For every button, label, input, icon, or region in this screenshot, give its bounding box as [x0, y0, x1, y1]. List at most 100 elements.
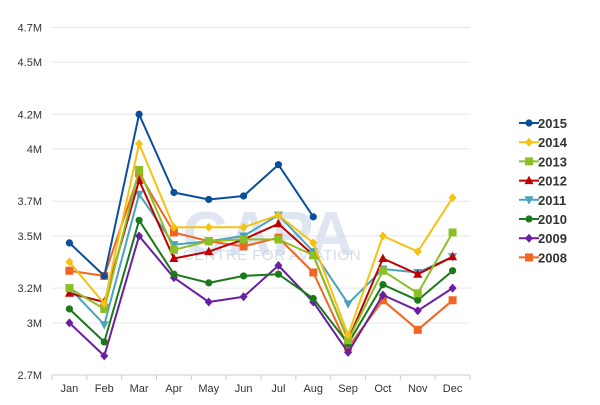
- data-point-2013: [274, 235, 283, 244]
- data-point-2015: [170, 188, 178, 197]
- data-point-2009: [448, 283, 457, 293]
- data-point-2015: [309, 213, 317, 221]
- data-point-2015: [65, 239, 74, 247]
- data-point-2013: [204, 237, 213, 246]
- x-tick-label: Jan: [61, 383, 79, 395]
- x-tick-label: Oct: [374, 383, 391, 395]
- data-point-2013: [378, 266, 387, 275]
- y-tick-label: 2.7M: [18, 370, 42, 382]
- data-point-2013: [100, 304, 109, 313]
- data-point-2013: [65, 284, 74, 293]
- legend-label: 2014: [538, 135, 568, 150]
- data-point-2010: [448, 267, 457, 275]
- data-point-2010: [309, 294, 317, 303]
- x-tick-label: Aug: [303, 383, 323, 395]
- data-point-2010: [239, 272, 248, 280]
- data-point-2013: [135, 165, 144, 174]
- legend-item-2013: 2013: [519, 154, 567, 169]
- y-tick-label: 3M: [27, 318, 42, 330]
- data-point-2013: [309, 251, 318, 260]
- x-tick-label: Mar: [130, 383, 149, 395]
- legend-item-2015: 2015: [519, 116, 567, 131]
- data-point-2012: [204, 246, 214, 256]
- data-point-2011: [343, 300, 353, 309]
- data-point-2014: [413, 247, 422, 257]
- data-point-2009: [100, 351, 109, 361]
- y-tick-label: 4.7M: [18, 22, 42, 34]
- data-point-2013: [169, 245, 178, 254]
- legend-item-2012: 2012: [519, 174, 567, 189]
- legend-marker: [524, 175, 534, 185]
- data-point-2010: [379, 281, 387, 289]
- legend-label: 2011: [538, 193, 566, 208]
- legend-label: 2013: [538, 154, 567, 169]
- data-point-2009: [274, 261, 283, 270]
- y-tick-label: 3.5M: [18, 231, 42, 243]
- series-line-2010: [68, 219, 454, 345]
- data-point-2008: [169, 228, 178, 237]
- data-point-2015: [239, 192, 248, 200]
- x-tick-label: Dec: [443, 383, 463, 395]
- data-point-2014: [100, 299, 109, 309]
- legend-marker: [525, 137, 533, 147]
- data-point-2010: [170, 270, 178, 278]
- data-point-2013: [239, 235, 248, 244]
- y-tick-label: 4.5M: [18, 57, 42, 69]
- data-point-2010: [65, 305, 74, 313]
- data-point-2011: [134, 190, 144, 200]
- data-point-2013: [413, 289, 422, 298]
- data-point-2012: [378, 253, 388, 263]
- data-point-2008: [65, 266, 74, 275]
- data-point-2015: [100, 272, 108, 280]
- series-2015: [65, 110, 317, 280]
- data-point-2008: [309, 268, 318, 277]
- legend-marker: [525, 157, 533, 166]
- legend-marker: [525, 119, 533, 127]
- series-line-2011: [68, 193, 454, 326]
- data-point-2015: [274, 161, 283, 169]
- data-point-2012: [169, 253, 179, 263]
- y-tick-label: 3.2M: [18, 283, 42, 295]
- legend-marker: [525, 233, 533, 243]
- data-point-2009: [378, 290, 387, 300]
- series-2010: [65, 216, 457, 348]
- data-point-2010: [274, 270, 283, 278]
- legend-marker: [525, 253, 533, 262]
- data-point-2014: [135, 139, 144, 149]
- series-line-2013: [68, 168, 454, 342]
- data-point-2014: [169, 222, 178, 232]
- legend-label: 2015: [538, 116, 567, 131]
- x-tick-label: Nov: [408, 383, 428, 395]
- y-tick-label: 4.2M: [18, 109, 42, 121]
- data-point-2010: [135, 216, 143, 224]
- data-point-2009: [239, 292, 248, 302]
- x-tick-label: Jun: [235, 383, 253, 395]
- legend: 2015 2014 2013 2012 2011 2010 2009 2008: [519, 116, 568, 265]
- data-point-2012: [273, 218, 283, 228]
- series-2013: [65, 165, 457, 345]
- data-point-2015: [205, 195, 213, 204]
- legend-label: 2010: [538, 212, 567, 227]
- legend-item-2014: 2014: [519, 135, 568, 150]
- data-point-2009: [413, 306, 422, 316]
- x-tick-label: May: [198, 383, 219, 395]
- series-line-2012: [69, 179, 454, 342]
- axes: 2.7M 3M 3.2M 3.5M 3.7M 4M 4.2M 4.5M 4.7M Jan Feb Ma…: [18, 22, 471, 395]
- data-point-2013: [344, 336, 353, 345]
- legend-label: 2012: [538, 174, 567, 189]
- data-point-2014: [309, 238, 318, 248]
- legend-item-2011: 2011: [519, 193, 566, 208]
- data-point-2009: [204, 297, 213, 307]
- series-line-2015: [68, 113, 315, 277]
- data-point-2015: [135, 110, 143, 118]
- data-point-2014: [239, 222, 248, 232]
- data-point-2012: [64, 288, 74, 297]
- x-tick-label: Feb: [95, 383, 114, 395]
- y-tick-label: 3.7M: [18, 196, 42, 208]
- series-lines: [64, 110, 458, 361]
- data-point-2010: [100, 338, 108, 346]
- data-point-2014: [274, 210, 283, 220]
- legend-item-2010: 2010: [519, 212, 567, 227]
